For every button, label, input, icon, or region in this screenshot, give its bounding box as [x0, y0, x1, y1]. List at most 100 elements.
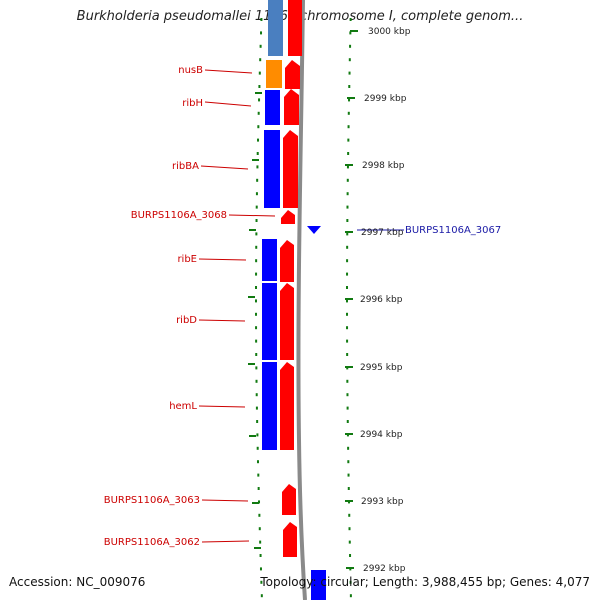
left-gene-labels: nusB ribH ribBA BURPS1106A_3068 ribE rib… — [104, 65, 227, 548]
scale-dot — [347, 473, 350, 477]
scale-label-2992: 2992 kbp — [363, 564, 406, 574]
gene-arrow-BURPS1106A_3067[interactable] — [307, 226, 321, 234]
scale-dot — [259, 567, 262, 571]
scale-dot — [256, 178, 259, 182]
scale-dot — [348, 98, 351, 102]
scale-dot — [346, 259, 349, 263]
scale-dot — [260, 31, 263, 35]
scale-dots-left — [255, 18, 263, 598]
gene-label-BURPS1106A_3067[interactable]: BURPS1106A_3067 — [405, 225, 501, 236]
scale-label-2997: 2997 kbp — [361, 228, 404, 238]
gene-arrow-ribH[interactable] — [284, 89, 299, 125]
gene-bar-ribH-reverse[interactable] — [265, 90, 280, 125]
scale-dot — [348, 540, 351, 544]
gene-arrow-ribD[interactable] — [280, 283, 294, 360]
gene-arrow-BURPS1106A_3062[interactable] — [283, 522, 297, 557]
scale-dot — [346, 205, 349, 209]
gene-bar-bottom-reverse[interactable] — [311, 570, 326, 600]
scale-dot — [255, 326, 258, 330]
scale-dot — [349, 44, 352, 48]
scale-label-3000: 3000 kbp — [368, 27, 411, 37]
scale-dot — [255, 299, 258, 303]
gene-arrow-ribBA[interactable] — [283, 130, 298, 208]
scale-dot — [346, 178, 349, 182]
scale-dot — [256, 165, 259, 169]
scale-dot — [258, 85, 261, 88]
scale-labels: 3000 kbp 2999 kbp 2998 kbp 2997 kbp 2996… — [360, 27, 411, 574]
scale-dot — [257, 125, 260, 129]
scale-dot — [255, 232, 258, 236]
scale-dot — [349, 18, 352, 21]
scale-dot — [255, 192, 258, 196]
scale-dot — [259, 44, 262, 48]
gene-arrow-BURPS1106A_3063[interactable] — [282, 484, 296, 515]
scale-dot — [258, 98, 261, 102]
gene-arrow-nusB[interactable] — [285, 60, 300, 89]
scale-dot — [347, 138, 350, 142]
scale-dot — [347, 446, 350, 450]
scale-dot — [255, 379, 258, 383]
scale-dot — [255, 259, 258, 263]
gene-label-ribD[interactable]: ribD — [176, 315, 197, 326]
scale-dot — [257, 487, 260, 490]
scale-dot — [346, 379, 349, 383]
scale-dot — [255, 353, 258, 356]
gene-label-ribH[interactable]: ribH — [182, 98, 203, 109]
scale-dot — [348, 513, 351, 517]
scale-dot — [255, 219, 258, 222]
scale-dot — [255, 393, 258, 397]
scale-dot — [347, 487, 350, 490]
gene-arrow-top[interactable] — [288, 0, 302, 56]
scale-dot — [257, 473, 260, 477]
scale-dot — [348, 58, 351, 62]
gene-arrow-ribE[interactable] — [280, 240, 294, 282]
scale-dot — [259, 554, 262, 557]
scale-dot — [349, 594, 352, 598]
gene-label-ribBA[interactable]: ribBA — [172, 161, 199, 172]
scale-dot — [346, 232, 349, 236]
gene-label-BURPS1106A_3068[interactable]: BURPS1106A_3068 — [131, 210, 227, 221]
gene-bar-ribE-reverse[interactable] — [262, 239, 277, 281]
gene-bar-hemL-reverse[interactable] — [262, 362, 277, 450]
scale-dot — [347, 460, 350, 464]
gene-bar-ribBA-reverse[interactable] — [264, 130, 280, 208]
scale-label-2999: 2999 kbp — [364, 94, 407, 104]
scale-dot — [257, 138, 260, 142]
gene-bar-nusB-reverse[interactable] — [266, 60, 282, 88]
gene-label-ribE[interactable]: ribE — [177, 254, 197, 265]
scale-dot — [346, 192, 349, 196]
scale-label-2993: 2993 kbp — [361, 497, 404, 507]
scale-dot — [260, 580, 263, 584]
scale-dot — [256, 420, 259, 423]
gene-label-BURPS1106A_3062[interactable]: BURPS1106A_3062 — [104, 537, 200, 548]
gene-label-hemL[interactable]: hemL — [169, 401, 197, 412]
scale-dot — [260, 18, 263, 21]
reverse-strand-track — [262, 0, 326, 600]
scale-label-2996: 2996 kbp — [360, 295, 403, 305]
accession-text: Accession: NC_009076 — [9, 575, 146, 589]
gene-bar-ribD-reverse[interactable] — [262, 283, 277, 360]
gene-bar-top-reverse[interactable] — [268, 0, 283, 56]
gene-label-nusB[interactable]: nusB — [178, 65, 203, 76]
gene-arrow-BURPS1106A_3068[interactable] — [281, 210, 295, 224]
scale-dot — [346, 353, 349, 356]
scale-dot — [346, 272, 349, 276]
scale-dot — [256, 446, 259, 450]
scale-dot — [258, 71, 261, 75]
scale-dot — [256, 433, 259, 437]
scale-dot — [255, 339, 258, 343]
gene-label-BURPS1106A_3063[interactable]: BURPS1106A_3063 — [104, 495, 200, 506]
scale-dot — [259, 58, 262, 62]
scale-dot — [347, 125, 350, 129]
scale-dot — [260, 594, 263, 598]
scale-dot — [255, 312, 258, 316]
chromosome-backbone — [296, 0, 307, 600]
scale-dot — [347, 152, 350, 155]
scale-dot — [346, 219, 349, 222]
gene-arrow-hemL[interactable] — [280, 362, 294, 450]
scale-dot — [255, 406, 258, 410]
scale-dots-right — [346, 18, 352, 598]
scale-dot — [255, 272, 258, 276]
scale-dot — [346, 312, 349, 316]
